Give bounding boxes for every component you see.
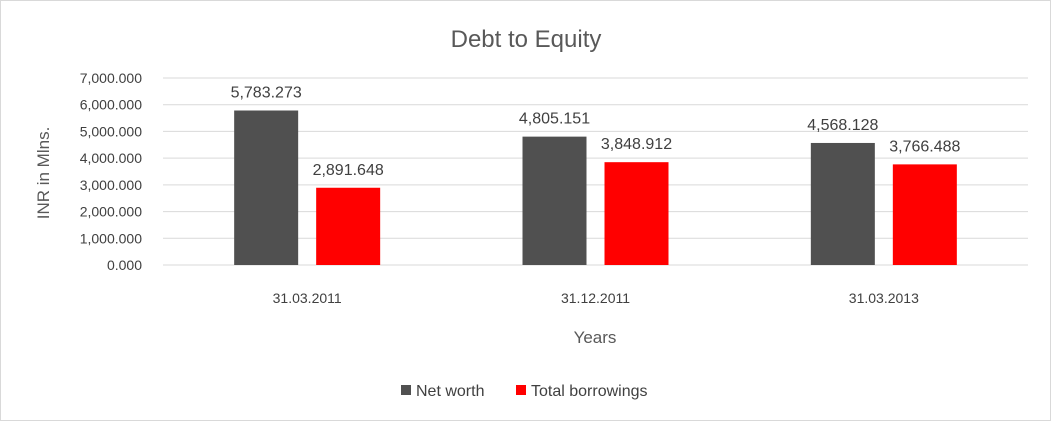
y-tick-label: 7,000.000 [80, 70, 142, 86]
y-tick-label: 0.000 [107, 257, 142, 273]
y-tick-label: 3,000.000 [80, 177, 142, 193]
legend-label: Net worth [416, 383, 484, 400]
data-label: 4,568.128 [807, 117, 878, 134]
y-axis-ticks: 0.000 1,000.000 2,000.000 3,000.000 4,000.00… [80, 70, 142, 273]
bar-net-worth [234, 110, 299, 265]
y-tick-label: 6,000.000 [80, 97, 142, 113]
x-tick-label: 31.12.2011 [561, 290, 630, 306]
y-tick-label: 1,000.000 [80, 230, 142, 246]
y-tick-label: 2,000.000 [80, 204, 142, 220]
bars [234, 110, 957, 265]
bar-total-borrowings [604, 162, 669, 265]
data-labels: 5,783.273 2,891.648 4,805.151 3,848.912 4,56… [231, 85, 961, 179]
gridlines [163, 77, 1028, 266]
x-axis-ticks: 31.03.2011 31.12.2011 31.03.2013 [273, 290, 919, 306]
data-label: 3,848.912 [601, 136, 672, 153]
bar-total-borrowings [316, 187, 381, 265]
y-axis-title: INR in Mlns. [34, 127, 53, 220]
bar-total-borrowings [892, 164, 957, 265]
y-tick-label: 5,000.000 [80, 123, 142, 139]
legend: Net worth Total borrowings [401, 383, 648, 400]
data-label: 2,891.648 [313, 162, 384, 179]
data-label: 5,783.273 [231, 85, 302, 102]
data-label: 3,766.488 [889, 138, 960, 155]
data-label: 4,805.151 [519, 111, 590, 128]
x-tick-label: 31.03.2011 [273, 290, 342, 306]
chart-title: Debt to Equity [451, 26, 602, 53]
legend-swatch [401, 385, 411, 395]
y-tick-label: 4,000.000 [80, 150, 142, 166]
legend-swatch [516, 385, 526, 395]
bar-net-worth [522, 136, 587, 265]
x-axis-title: Years [574, 328, 617, 347]
legend-label: Total borrowings [531, 383, 648, 400]
x-tick-label: 31.03.2013 [849, 290, 919, 306]
bar-net-worth [810, 142, 875, 265]
